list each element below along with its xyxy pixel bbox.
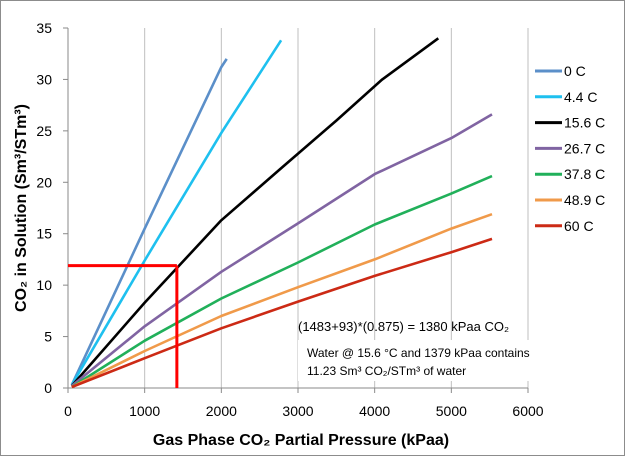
y-tick-label: 15	[36, 226, 52, 242]
series-line	[71, 212, 493, 389]
y-tick-labels: 0 5 10 15 20 25 30 35	[36, 20, 52, 396]
series-line	[71, 237, 493, 389]
y-tick-label: 25	[36, 123, 52, 139]
axes	[63, 27, 529, 393]
legend-label: 37.8 C	[564, 166, 605, 182]
legend: 0 C 4.4 C 15.6 C 26.7 C 37.8 C 48.9 C 60 C	[535, 63, 605, 234]
y-tick-label: 10	[36, 277, 52, 293]
y-tick-label: 5	[44, 329, 52, 345]
series-line	[70, 58, 228, 386]
y-tick-label: 0	[44, 380, 52, 396]
x-tick-label: 4000	[359, 403, 390, 419]
y-tick-label: 30	[36, 71, 52, 87]
y-axis-title: CO₂ in Solution (Sm³/STm³)	[13, 104, 30, 312]
legend-label: 4.4 C	[564, 89, 597, 105]
note-line-2: 11.23 Sm³ CO₂/STm³ of water	[307, 364, 466, 378]
y-tick-label: 20	[36, 174, 52, 190]
x-tick-label: 5000	[436, 403, 467, 419]
annotation-box	[298, 340, 580, 381]
x-tick-label: 1000	[129, 403, 160, 419]
x-tick-label: 6000	[512, 403, 543, 419]
legend-label: 0 C	[564, 63, 586, 79]
calc-annotation: (1483+93)*(0.875) = 1380 kPaa CO₂	[298, 319, 509, 334]
legend-label: 15.6 C	[564, 115, 605, 131]
x-tick-label: 0	[64, 403, 72, 419]
x-tick-labels: 0 1000 2000 3000 4000 5000 6000	[64, 403, 544, 419]
series-line	[71, 174, 493, 389]
legend-label: 26.7 C	[564, 140, 605, 156]
x-axis-title: Gas Phase CO₂ Partial Pressure (kPaa)	[153, 432, 449, 449]
legend-label: 60 C	[564, 218, 594, 234]
series-lines	[70, 37, 493, 389]
grid-lines	[144, 28, 529, 388]
x-tick-label: 2000	[206, 403, 237, 419]
note-line-1: Water @ 15.6 °C and 1379 kPaa contains	[307, 346, 530, 360]
series-line	[70, 39, 283, 386]
x-tick-label: 3000	[282, 403, 313, 419]
series-line	[70, 113, 493, 387]
series-line	[70, 37, 440, 387]
legend-label: 48.9 C	[564, 192, 605, 208]
y-tick-label: 35	[36, 20, 52, 36]
red-guide-line	[68, 264, 179, 388]
